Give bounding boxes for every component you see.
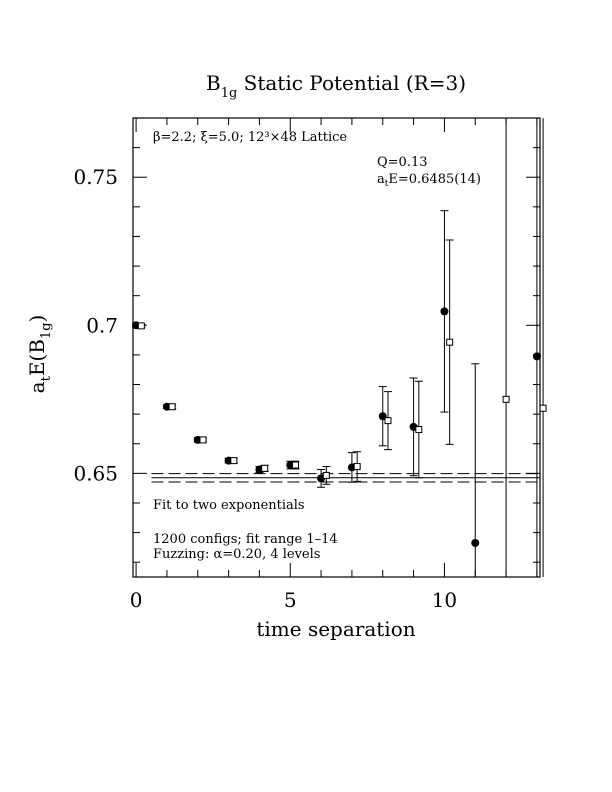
data-point-square: [502, 395, 510, 403]
fit-annotation: Fit to two exponentials: [153, 498, 305, 513]
fuzzing-annotation: Fuzzing: α=0.20, 4 levels: [153, 547, 320, 562]
energy-annotation: atE=0.6485(14): [377, 172, 481, 189]
x-tick-label: 10: [432, 588, 457, 612]
data-point-square: [353, 463, 361, 471]
configs-annotation: 1200 configs; fit range 1–14: [153, 532, 338, 547]
x-tick-label: 5: [284, 588, 297, 612]
y-tick-label: 0.7: [86, 313, 118, 337]
data-point-circle: [471, 538, 480, 547]
lattice-annotation: β=2.2; ξ=5.0; 12³×48 Lattice: [153, 130, 347, 145]
data-point-square: [168, 403, 176, 411]
y-tick-label: 0.75: [73, 165, 118, 189]
data-point-square: [291, 461, 299, 469]
data-point-square: [199, 436, 207, 444]
data-point-circle: [532, 352, 541, 361]
plot-frame: [132, 117, 541, 578]
data-point-square: [137, 322, 145, 330]
data-point-square: [446, 338, 454, 346]
chart-title: B1g Static Potential (R=3): [206, 71, 466, 101]
x-tick-label: 0: [130, 588, 143, 612]
data-point-square: [415, 426, 423, 434]
data-point-square: [384, 417, 392, 425]
data-point-square: [322, 471, 330, 479]
data-point-circle: [440, 307, 449, 316]
y-tick-label: 0.65: [73, 461, 118, 485]
x-axis-label: time separation: [256, 617, 415, 641]
q-annotation: Q=0.13: [377, 155, 428, 170]
axis-ticks: 0 5 10 0.65 0.7 0.75: [73, 117, 540, 612]
data-point-square: [230, 457, 238, 465]
y-axis-label: atE(B1g): [25, 315, 54, 394]
fit-band: [151, 473, 540, 483]
data-point-square: [261, 464, 269, 472]
data-marks: [132, 118, 547, 577]
data-point-square: [539, 404, 547, 412]
